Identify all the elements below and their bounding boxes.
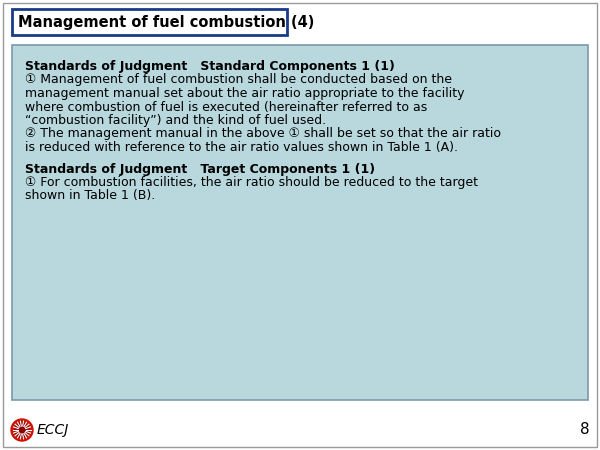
Text: ECCJ: ECCJ: [37, 423, 70, 437]
Bar: [12, 45, 588, 400]
Circle shape: [15, 423, 29, 437]
Text: 8: 8: [580, 423, 590, 437]
Text: shown in Table 1 (B).: shown in Table 1 (B).: [25, 189, 155, 202]
Text: management manual set about the air ratio appropriate to the facility: management manual set about the air rati…: [25, 87, 464, 100]
Text: ① Management of fuel combustion shall be conducted based on the: ① Management of fuel combustion shall be…: [25, 73, 452, 86]
Text: “combustion facility”) and the kind of fuel used.: “combustion facility”) and the kind of f…: [25, 114, 326, 127]
Circle shape: [11, 419, 33, 441]
Text: is reduced with reference to the air ratio values shown in Table 1 (A).: is reduced with reference to the air rat…: [25, 141, 458, 154]
Text: Standards of Judgment   Standard Components 1 (1): Standards of Judgment Standard Component…: [25, 60, 395, 73]
Bar: [12, 9, 287, 35]
Text: Standards of Judgment   Target Components 1 (1): Standards of Judgment Target Components …: [25, 162, 375, 176]
Text: ① For combustion facilities, the air ratio should be reduced to the target: ① For combustion facilities, the air rat…: [25, 176, 478, 189]
Text: ② The management manual in the above ① shall be set so that the air ratio: ② The management manual in the above ① s…: [25, 127, 501, 140]
Text: Management of fuel combustion (4): Management of fuel combustion (4): [18, 14, 314, 30]
Text: where combustion of fuel is executed (hereinafter referred to as: where combustion of fuel is executed (he…: [25, 100, 427, 113]
